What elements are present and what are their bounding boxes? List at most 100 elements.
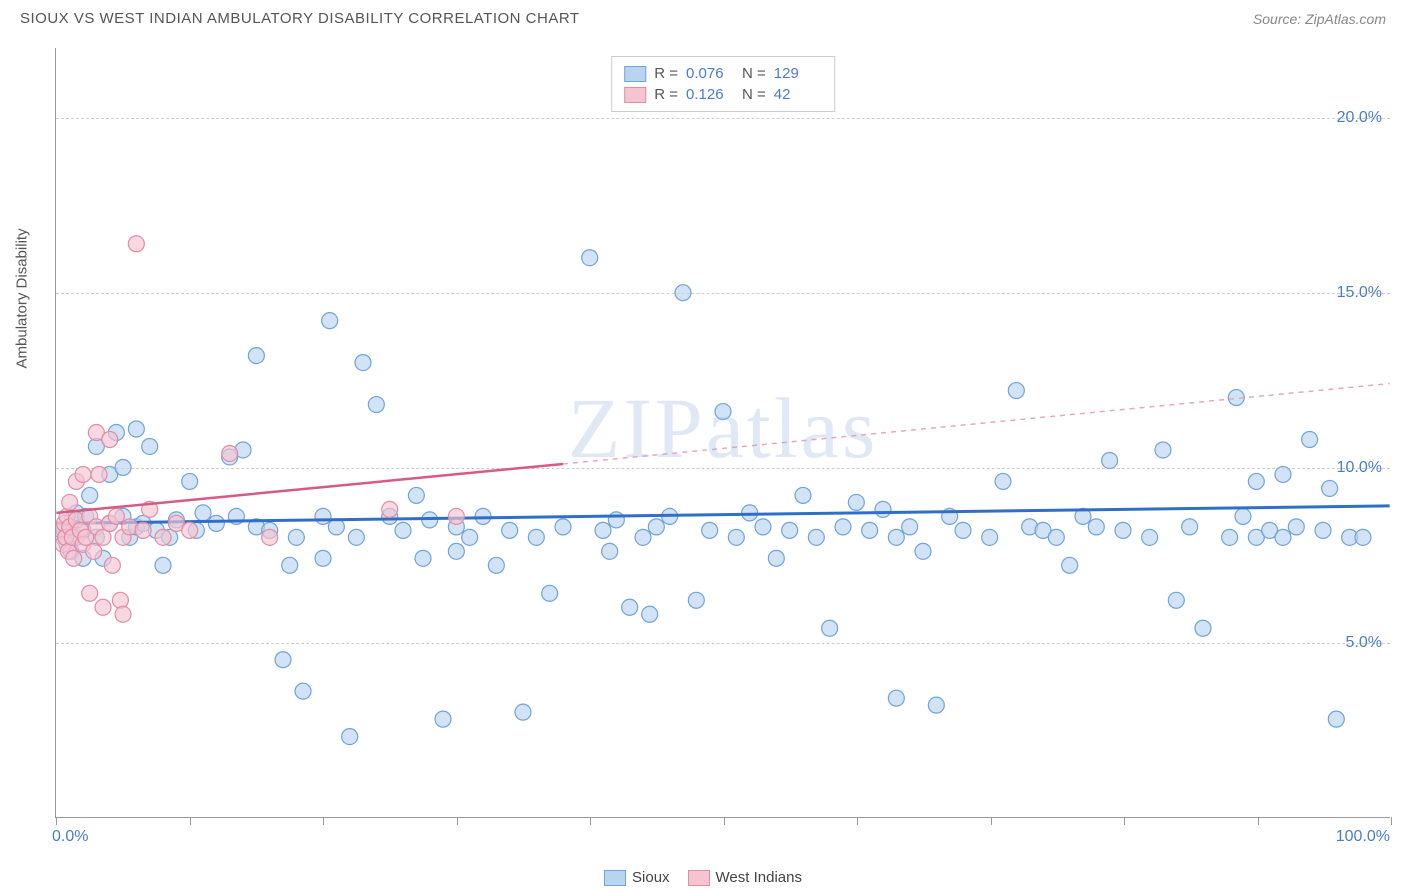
- series-legend: Sioux West Indians: [604, 869, 802, 886]
- data-point: [108, 508, 124, 524]
- data-point: [128, 421, 144, 437]
- data-point: [86, 543, 102, 559]
- data-point: [642, 606, 658, 622]
- data-point: [1048, 529, 1064, 545]
- x-tick: [190, 817, 191, 825]
- data-point: [435, 711, 451, 727]
- data-point: [755, 519, 771, 535]
- data-point: [262, 529, 278, 545]
- x-tick: [724, 817, 725, 825]
- legend-item: Sioux: [604, 869, 670, 886]
- data-point: [395, 522, 411, 538]
- data-point: [155, 529, 171, 545]
- data-point: [448, 543, 464, 559]
- data-point: [208, 515, 224, 531]
- data-point: [115, 606, 131, 622]
- legend-swatch: [604, 870, 626, 886]
- data-point: [648, 519, 664, 535]
- data-point: [1115, 522, 1131, 538]
- data-point: [848, 494, 864, 510]
- data-point: [415, 550, 431, 566]
- data-point: [1288, 519, 1304, 535]
- data-point: [275, 652, 291, 668]
- data-point: [582, 250, 598, 266]
- data-point: [248, 348, 264, 364]
- data-point: [702, 522, 718, 538]
- data-point: [135, 522, 151, 538]
- data-point: [728, 529, 744, 545]
- data-point: [102, 432, 118, 448]
- data-point: [112, 592, 128, 608]
- data-point: [155, 557, 171, 573]
- data-point: [875, 501, 891, 517]
- data-point: [62, 494, 78, 510]
- x-axis-label-left: 0.0%: [52, 828, 88, 846]
- n-value: 42: [774, 86, 822, 103]
- data-point: [528, 529, 544, 545]
- data-point: [955, 522, 971, 538]
- data-point: [408, 487, 424, 503]
- data-point: [808, 529, 824, 545]
- data-point: [1195, 620, 1211, 636]
- data-point: [1322, 480, 1338, 496]
- data-point: [675, 285, 691, 301]
- r-value: 0.126: [686, 86, 734, 103]
- data-point: [1355, 529, 1371, 545]
- data-point: [1062, 557, 1078, 573]
- data-point: [75, 466, 91, 482]
- n-value: 129: [774, 65, 822, 82]
- data-point: [182, 473, 198, 489]
- source-label: Source: ZipAtlas.com: [1253, 11, 1386, 27]
- trend-line-dashed: [563, 384, 1390, 464]
- data-point: [555, 519, 571, 535]
- data-point: [862, 522, 878, 538]
- chart-plot-area: ZIPatlas R = 0.076 N = 129 R = 0.126 N =…: [55, 48, 1390, 818]
- data-point: [608, 512, 624, 528]
- data-point: [342, 729, 358, 745]
- legend-label: West Indians: [716, 869, 802, 886]
- data-point: [368, 397, 384, 413]
- data-point: [542, 585, 558, 601]
- data-point: [1088, 519, 1104, 535]
- data-point: [104, 557, 120, 573]
- data-point: [1235, 508, 1251, 524]
- x-tick: [1391, 817, 1392, 825]
- y-axis-label: Ambulatory Disability: [14, 228, 31, 368]
- data-point: [822, 620, 838, 636]
- data-point: [448, 508, 464, 524]
- legend-swatch: [624, 66, 646, 82]
- data-point: [835, 519, 851, 535]
- data-point: [288, 529, 304, 545]
- data-point: [328, 519, 344, 535]
- legend-label: Sioux: [632, 869, 670, 886]
- data-point: [222, 445, 238, 461]
- data-point: [348, 529, 364, 545]
- data-point: [502, 522, 518, 538]
- data-point: [95, 599, 111, 615]
- data-point: [1315, 522, 1331, 538]
- x-tick: [1124, 817, 1125, 825]
- data-point: [355, 355, 371, 371]
- data-point: [1142, 529, 1158, 545]
- x-tick: [1258, 817, 1259, 825]
- data-point: [1275, 529, 1291, 545]
- x-tick: [56, 817, 57, 825]
- x-tick: [991, 817, 992, 825]
- r-value: 0.076: [686, 65, 734, 82]
- data-point: [1155, 442, 1171, 458]
- legend-swatch: [688, 870, 710, 886]
- data-point: [1182, 519, 1198, 535]
- data-point: [142, 438, 158, 454]
- data-point: [995, 473, 1011, 489]
- data-point: [888, 690, 904, 706]
- data-point: [982, 529, 998, 545]
- data-point: [1008, 383, 1024, 399]
- data-point: [1302, 432, 1318, 448]
- data-point: [928, 697, 944, 713]
- stats-legend: R = 0.076 N = 129 R = 0.126 N = 42: [611, 56, 835, 112]
- data-point: [688, 592, 704, 608]
- legend-item: West Indians: [688, 869, 802, 886]
- r-label: R =: [654, 86, 678, 103]
- data-point: [622, 599, 638, 615]
- data-point: [82, 487, 98, 503]
